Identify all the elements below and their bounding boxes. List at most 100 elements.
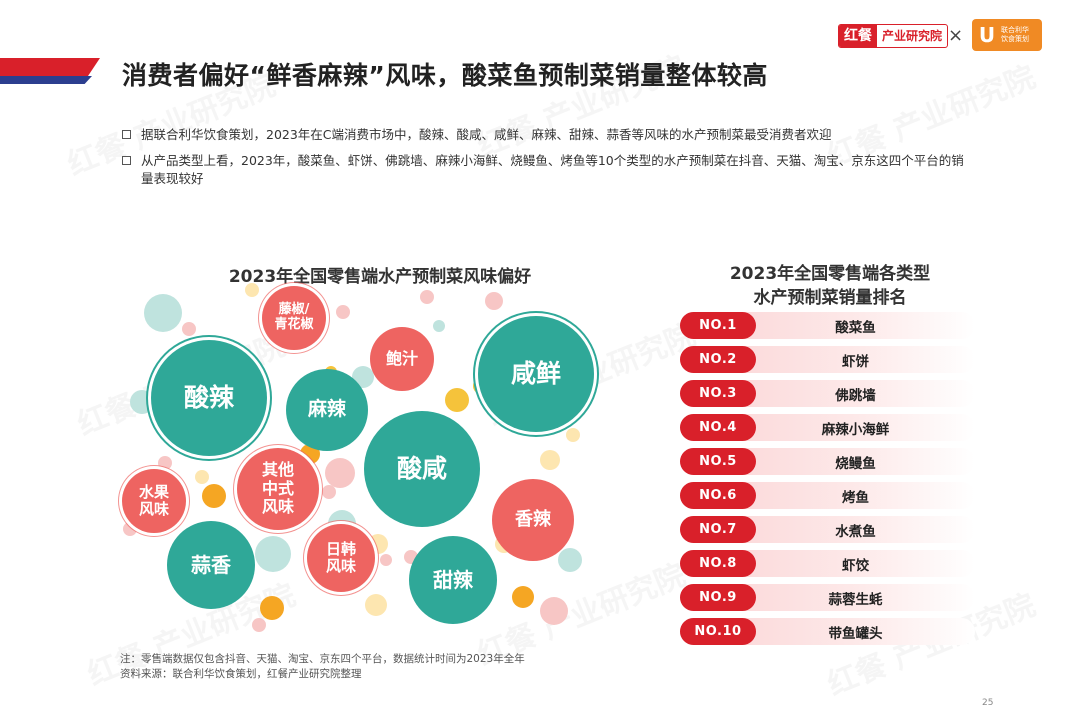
- footnote-note: 注：零售端数据仅包含抖音、天猫、淘宝、京东四个平台，数据统计时间为2023年全年: [120, 653, 525, 665]
- rank-badge: NO.9: [680, 584, 756, 611]
- header-accent-red: [0, 58, 100, 76]
- decor-dot: [252, 618, 266, 632]
- hongcan-logo: 红餐 产业研究院: [838, 24, 949, 48]
- bubble-shuiguo: 水果 风味: [122, 469, 186, 533]
- bubble-suanxiang: 蒜香: [167, 521, 255, 609]
- decor-dot: [420, 290, 434, 304]
- decor-dot: [158, 456, 172, 470]
- rank-badge: NO.10: [680, 618, 756, 645]
- ranking-row: NO.8 虾饺: [680, 550, 975, 577]
- rank-badge: NO.8: [680, 550, 756, 577]
- flavor-bubble-chart: 酸辣 藤椒/ 青花椒 鲍汁 咸鲜 麻辣 酸咸 水果 风味 其他 中式 风味 香辣…: [100, 280, 600, 650]
- bubble-label: 藤椒/: [278, 302, 310, 318]
- decor-dot: [558, 548, 582, 572]
- ranking-row: NO.3 佛跳墙: [680, 380, 975, 407]
- bubble-tianla: 甜辣: [409, 536, 497, 624]
- bubble-xianxian: 咸鲜: [478, 316, 594, 432]
- decor-dot: [325, 458, 355, 488]
- hongcan-logo-text: 产业研究院: [882, 29, 943, 43]
- bullet-item: 据联合利华饮食策划，2023年在C端消费市场中，酸辣、酸咸、咸鲜、麻辣、甜辣、蒜…: [122, 126, 972, 144]
- bubble-label: 风味: [261, 497, 294, 517]
- decor-dot: [182, 322, 196, 336]
- decor-dot: [144, 294, 182, 332]
- rank-name: 带鱼罐头: [828, 625, 883, 642]
- bubble-suanla: 酸辣: [151, 340, 267, 456]
- bubble-label: 青花椒: [274, 317, 314, 332]
- decor-dot: [485, 292, 503, 310]
- ranking-row: NO.2 虾饼: [680, 346, 975, 373]
- bubble-label: 麻辣: [307, 398, 346, 421]
- rank-name: 虾饺: [842, 557, 869, 574]
- unilever-logo: U 联合利华 饮食策划: [972, 19, 1042, 51]
- ranking-list: NO.1 酸菜鱼 NO.2 虾饼 NO.3 佛跳墙 NO.4 麻辣小海鲜 NO.…: [680, 312, 975, 652]
- footnotes: 注：零售端数据仅包含抖音、天猫、淘宝、京东四个平台，数据统计时间为2023年全年…: [120, 652, 525, 682]
- rank-badge: NO.1: [680, 312, 756, 339]
- rank-badge: NO.3: [680, 380, 756, 407]
- bubble-rihan: 日韩 风味: [307, 524, 375, 592]
- ranking-row: NO.5 烧鳗鱼: [680, 448, 975, 475]
- bubble-label: 香辣: [515, 508, 551, 530]
- bubble-xiangla: 香辣: [492, 479, 574, 561]
- bullet-item: 从产品类型上看，2023年，酸菜鱼、虾饼、佛跳墙、麻辣小海鲜、烧鳗鱼、烤鱼等10…: [122, 152, 972, 188]
- bubble-mala: 麻辣: [286, 369, 368, 451]
- rank-badge: NO.6: [680, 482, 756, 509]
- ranking-row: NO.4 麻辣小海鲜: [680, 414, 975, 441]
- decor-dot: [322, 485, 336, 499]
- rank-badge: NO.2: [680, 346, 756, 373]
- rank-name: 烧鳗鱼: [835, 455, 876, 472]
- unilever-logo-text-line1: 联合利华: [1001, 26, 1029, 34]
- unilever-logo-text: 联合利华 饮食策划: [1001, 26, 1029, 44]
- decor-dot: [540, 597, 568, 625]
- decor-dot: [365, 594, 387, 616]
- bubble-label: 风味: [325, 557, 356, 575]
- decor-dot: [433, 320, 445, 332]
- rank-name: 酸菜鱼: [835, 319, 876, 336]
- bubble-suanxian: 酸咸: [364, 411, 480, 527]
- decor-dot: [255, 536, 291, 572]
- bubble-label: 酸咸: [396, 453, 447, 483]
- rank-name: 蒜蓉生蚝: [828, 591, 883, 608]
- flavor-chart-title: 2023年全国零售端水产预制菜风味偏好: [228, 267, 532, 287]
- logo-separator: ×: [948, 25, 964, 46]
- bubble-label: 鲍汁: [385, 348, 418, 368]
- bullet-text: 据联合利华饮食策划，2023年在C端消费市场中，酸辣、酸咸、咸鲜、麻辣、甜辣、蒜…: [141, 127, 832, 142]
- page-number: 25: [982, 698, 994, 708]
- rank-badge: NO.4: [680, 414, 756, 441]
- ranking-row: NO.1 酸菜鱼: [680, 312, 975, 339]
- bullet-list: 据联合利华饮食策划，2023年在C端消费市场中，酸辣、酸咸、咸鲜、麻辣、甜辣、蒜…: [122, 126, 972, 196]
- rank-name: 佛跳墙: [835, 387, 876, 404]
- decor-dot: [202, 484, 226, 508]
- decor-dot: [512, 586, 534, 608]
- bubble-label: 中式: [261, 478, 294, 498]
- decor-dot: [195, 470, 209, 484]
- ranking-row: NO.7 水煮鱼: [680, 516, 975, 543]
- page-title: 消费者偏好“鲜香麻辣”风味，酸菜鱼预制菜销量整体较高: [122, 61, 768, 90]
- decor-dot: [566, 428, 580, 442]
- decor-dot: [336, 305, 350, 319]
- rank-name: 虾饼: [842, 353, 869, 370]
- decor-dot: [445, 388, 469, 412]
- bubble-label: 咸鲜: [510, 358, 561, 388]
- ranking-row: NO.9 蒜蓉生蚝: [680, 584, 975, 611]
- rank-name: 水煮鱼: [835, 523, 876, 540]
- bubble-tengjiao: 藤椒/ 青花椒: [262, 286, 326, 350]
- bubble-label: 其他: [261, 460, 294, 480]
- decor-dot: [245, 283, 259, 297]
- decor-dot: [130, 390, 154, 414]
- ranking-row: NO.6 烤鱼: [680, 482, 975, 509]
- bubble-label: 风味: [138, 500, 169, 518]
- ranking-title: 2023年全国零售端各类型 水产预制菜销量排名: [680, 262, 980, 310]
- ranking-title-line1: 2023年全国零售端各类型: [729, 264, 931, 284]
- unilever-logo-text-line2: 饮食策划: [1001, 35, 1029, 43]
- decor-dot: [380, 554, 392, 566]
- decor-dot: [260, 596, 284, 620]
- bubble-label: 日韩: [325, 539, 356, 558]
- footnote-source: 资料来源：联合利华饮食策划，红餐产业研究院整理: [120, 668, 362, 680]
- ranking-row: NO.10 带鱼罐头: [680, 618, 975, 645]
- unilever-logo-mark: U: [978, 23, 996, 47]
- rank-name: 烤鱼: [842, 489, 869, 506]
- bullet-square-icon: [122, 130, 131, 139]
- bullet-square-icon: [122, 156, 131, 165]
- bubble-baozhi: 鲍汁: [370, 327, 434, 391]
- hongcan-logo-mark: 红餐: [839, 25, 877, 47]
